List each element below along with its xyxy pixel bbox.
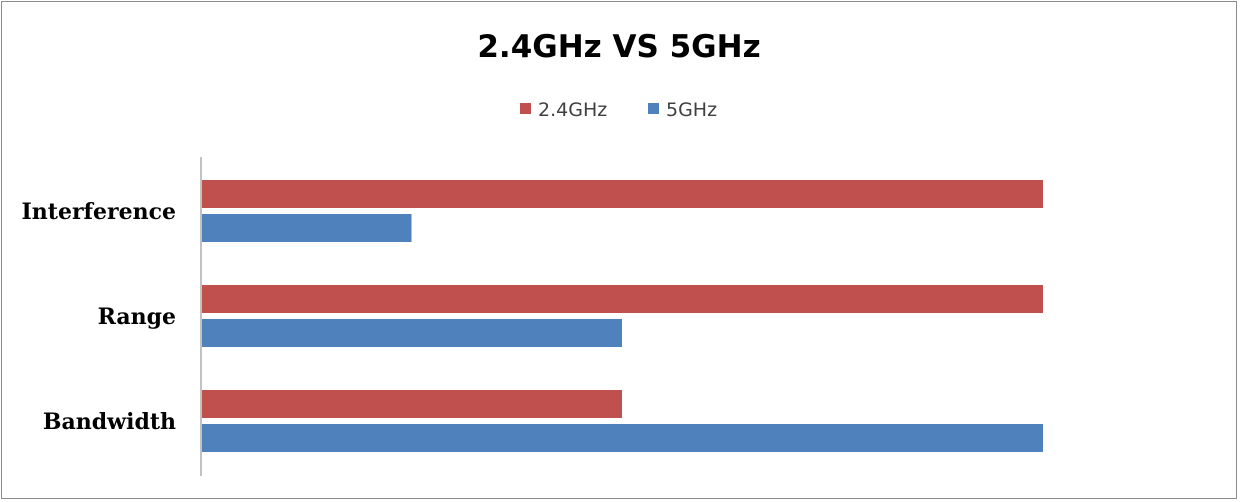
chart-title: 2.4GHz VS 5GHz [477, 29, 760, 65]
bar-interference-5ghz [202, 214, 412, 242]
bar-range-2-4ghz [202, 285, 1043, 313]
legend-label-2-4ghz: 2.4GHz [538, 99, 607, 121]
bar-interference-2-4ghz [202, 180, 1043, 208]
category-label-range: Range [98, 304, 176, 330]
legend-swatch-2-4ghz [520, 103, 531, 114]
legend: 2.4GHz 5GHz [520, 99, 717, 121]
legend-swatch-5ghz [648, 103, 659, 114]
bar-range-5ghz [202, 319, 622, 347]
category-labels: Interference Range Bandwidth [22, 199, 176, 435]
bar-bandwidth-5ghz [202, 424, 1043, 452]
legend-label-5ghz: 5GHz [666, 99, 717, 121]
category-label-interference: Interference [22, 199, 176, 225]
bar-bandwidth-2-4ghz [202, 390, 622, 418]
bars [202, 180, 1043, 452]
category-label-bandwidth: Bandwidth [43, 409, 176, 435]
